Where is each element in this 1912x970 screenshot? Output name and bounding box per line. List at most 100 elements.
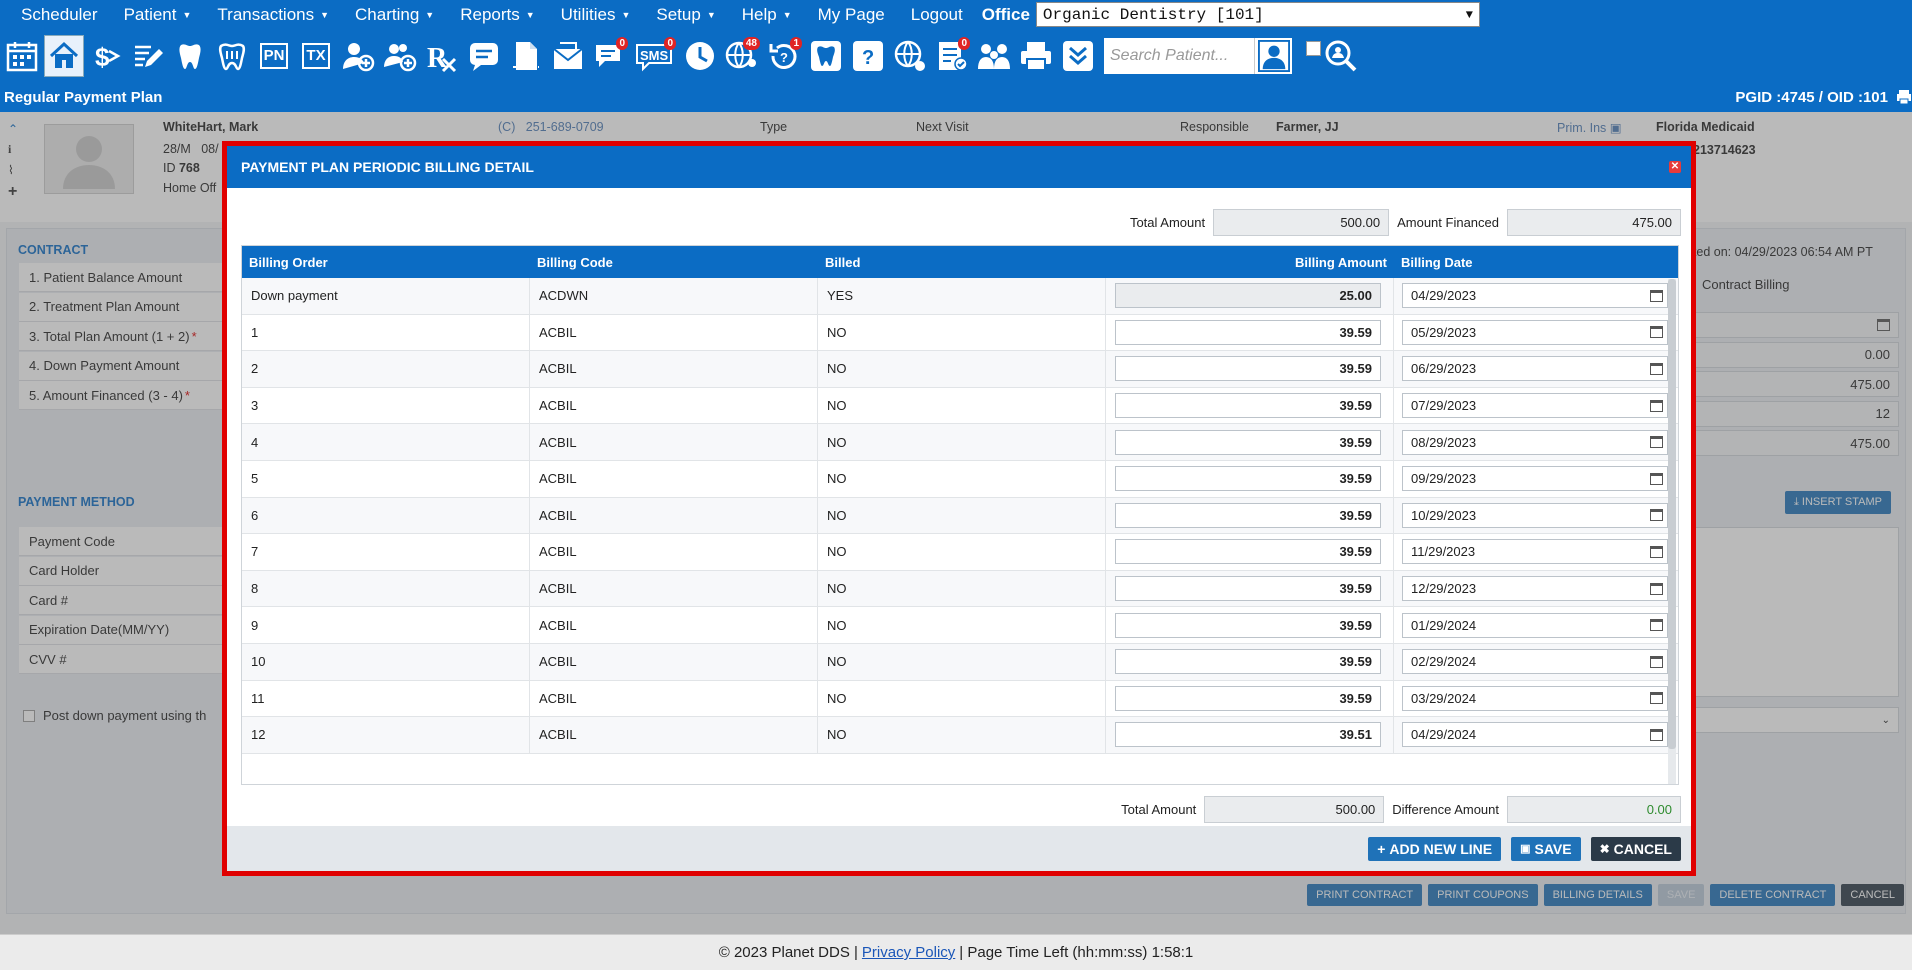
chat-icon[interactable]: 0	[590, 35, 630, 77]
clock-icon[interactable]	[680, 35, 720, 77]
billing-date-input[interactable]: 04/29/2023	[1402, 283, 1668, 309]
search-users-icon[interactable]	[1321, 35, 1361, 77]
calendar-icon[interactable]	[1650, 692, 1663, 705]
contract-value-field[interactable]	[1675, 312, 1899, 338]
calendar-icon[interactable]	[1650, 728, 1663, 741]
patient-phone[interactable]: (C) 251-689-0709	[498, 120, 604, 134]
tooth-question-icon[interactable]: ?	[848, 35, 888, 77]
billing-amount-input[interactable]: 39.59	[1115, 539, 1381, 565]
menu-patient[interactable]: Patient ▼	[123, 4, 192, 24]
calendar-icon[interactable]	[1650, 619, 1663, 632]
billing-date-input[interactable]: 05/29/2023	[1402, 319, 1668, 345]
notes-area[interactable]	[1675, 527, 1899, 697]
billing-date-input[interactable]: 11/29/2023	[1402, 539, 1668, 565]
globe-users-icon[interactable]: 48	[722, 35, 762, 77]
privacy-policy-link[interactable]: Privacy Policy	[861, 944, 956, 961]
calendar-icon[interactable]	[1650, 436, 1663, 449]
billing-amount-input[interactable]: 39.59	[1115, 649, 1381, 675]
info-icon[interactable]: i	[8, 142, 12, 156]
print-icon[interactable]	[1016, 35, 1056, 77]
table-row[interactable]: 2 ACBIL NO 39.59 06/29/2023	[242, 351, 1678, 388]
calendar-icon[interactable]	[1650, 362, 1663, 375]
billing-date-input[interactable]: 06/29/2023	[1402, 356, 1668, 382]
insert-stamp-button[interactable]: ⤓ INSERT STAMP	[1785, 491, 1891, 514]
menu-logout[interactable]: Logout	[910, 4, 963, 24]
billing-amount-input[interactable]: 39.59	[1115, 356, 1381, 382]
billing-amount-input[interactable]: 39.59	[1115, 576, 1381, 602]
menu-charting[interactable]: Charting ▼	[355, 4, 435, 24]
cancel-button[interactable]: CANCEL	[1841, 884, 1904, 906]
checklist-icon[interactable]: 0	[932, 35, 972, 77]
billing-date-input[interactable]: 03/29/2024	[1402, 685, 1668, 711]
calendar-icon[interactable]	[1877, 319, 1890, 331]
tooth-icon[interactable]	[806, 35, 846, 77]
patient-search-icon[interactable]	[1254, 37, 1292, 74]
post-down-payment-checkbox[interactable]	[23, 709, 35, 722]
calendar-icon[interactable]	[1650, 472, 1663, 485]
paperclip-icon[interactable]: ⌇	[8, 163, 14, 177]
message-icon[interactable]	[464, 35, 504, 77]
progress-notes-icon[interactable]: PN	[254, 35, 294, 77]
primary-insurance-label[interactable]: Prim. Ins ▣	[1557, 121, 1622, 135]
table-row[interactable]: 8 ACBIL NO 39.59 12/29/2023	[242, 570, 1678, 608]
billing-date-input[interactable]: 04/29/2024	[1402, 722, 1668, 748]
tooth-chart-icon[interactable]	[170, 35, 210, 77]
menu-reports[interactable]: Reports ▼	[460, 4, 535, 24]
plus-icon[interactable]: +	[8, 183, 18, 200]
contract-value-field[interactable]: 12	[1675, 400, 1899, 427]
calendar-icon[interactable]	[1650, 326, 1663, 339]
menu-transactions[interactable]: Transactions ▼	[217, 4, 330, 24]
home-icon[interactable]	[44, 34, 84, 77]
table-row[interactable]: 7 ACBIL NO 39.59 11/29/2023	[242, 534, 1678, 571]
print-contract-button[interactable]: PRINT CONTRACT	[1307, 884, 1423, 906]
column-billed[interactable]: Billed	[825, 254, 861, 270]
billing-amount-input[interactable]: 39.51	[1115, 722, 1381, 748]
table-row[interactable]: 5 ACBIL NO 39.59 09/29/2023	[242, 460, 1678, 498]
print-icon[interactable]	[1896, 89, 1912, 105]
menu-scheduler[interactable]: Scheduler	[21, 4, 98, 24]
responsible-value[interactable]: Farmer, JJ	[1276, 120, 1339, 134]
billing-date-input[interactable]: 07/29/2023	[1402, 393, 1668, 419]
prescription-icon[interactable]: R	[422, 35, 462, 77]
calendar-icon[interactable]	[1650, 655, 1663, 668]
toolbar-checkbox[interactable]	[1306, 41, 1321, 56]
close-icon[interactable]: ✕	[1669, 161, 1681, 173]
menu-help[interactable]: Help ▼	[741, 4, 792, 24]
table-row[interactable]: 6 ACBIL NO 39.59 10/29/2023	[242, 497, 1678, 535]
table-row[interactable]: 11 ACBIL NO 39.59 03/29/2024	[242, 680, 1678, 718]
print-coupons-button[interactable]: PRINT COUPONS	[1428, 884, 1538, 906]
table-row[interactable]: 10 ACBIL NO 39.59 02/29/2024	[242, 643, 1678, 681]
scrollbar-thumb[interactable]	[1668, 279, 1676, 749]
save-button[interactable]: ▣ SAVE	[1511, 836, 1581, 861]
save-button[interactable]: SAVE	[1657, 884, 1705, 906]
calendar-icon[interactable]	[1650, 509, 1663, 522]
contract-value-field[interactable]: 0.00	[1675, 341, 1899, 368]
billing-amount-input[interactable]: 39.59	[1115, 502, 1381, 528]
mail-icon[interactable]	[548, 35, 588, 77]
post-down-payment-option[interactable]: Post down payment using th	[23, 708, 206, 723]
column-billing-code[interactable]: Billing Code	[537, 254, 613, 270]
document-icon[interactable]	[506, 35, 546, 77]
grid-scrollbar[interactable]	[1668, 279, 1676, 784]
column-billing-amount[interactable]: Billing Amount	[1295, 254, 1387, 270]
calendar-icon[interactable]	[2, 35, 42, 77]
tooth-perio-icon[interactable]	[212, 35, 252, 77]
treatment-plan-icon[interactable]: TX	[296, 35, 336, 77]
billing-date-input[interactable]: 02/29/2024	[1402, 649, 1668, 675]
dollar-icon[interactable]: $	[86, 35, 126, 77]
billing-date-input[interactable]: 08/29/2023	[1402, 429, 1668, 455]
menu-my-page[interactable]: My Page	[817, 4, 885, 24]
select-dropdown[interactable]: ⌄	[1675, 707, 1899, 733]
billing-amount-input[interactable]: 39.59	[1115, 429, 1381, 455]
globe-network-icon[interactable]	[890, 35, 930, 77]
billing-date-input[interactable]: 09/29/2023	[1402, 466, 1668, 492]
billing-amount-input[interactable]: 39.59	[1115, 466, 1381, 492]
add-family-icon[interactable]	[380, 35, 420, 77]
office-select[interactable]: Organic Dentistry [101] ▼	[1035, 2, 1480, 27]
contract-value-field[interactable]: 475.00	[1675, 430, 1899, 456]
collapse-down-icon[interactable]	[1058, 35, 1098, 77]
cancel-button[interactable]: ✖ CANCEL	[1590, 836, 1681, 861]
patient-name[interactable]: WhiteHart, Mark	[163, 120, 259, 134]
calendar-icon[interactable]	[1650, 545, 1663, 558]
billing-amount-input[interactable]: 39.59	[1115, 685, 1381, 711]
